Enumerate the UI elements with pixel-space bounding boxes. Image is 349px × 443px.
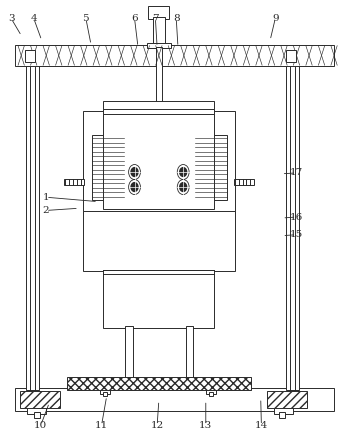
Bar (147, 43, 171, 48)
Bar (156, 47, 162, 102)
Bar (125, 326, 133, 377)
Bar (209, 392, 214, 396)
Text: 9: 9 (272, 14, 279, 23)
Circle shape (180, 183, 187, 191)
Text: 13: 13 (199, 421, 213, 430)
Circle shape (129, 164, 140, 179)
Circle shape (177, 179, 189, 194)
Text: 2: 2 (43, 206, 49, 215)
Circle shape (129, 179, 140, 194)
Bar (279, 412, 285, 418)
Bar (15, 45, 334, 66)
Bar (83, 211, 235, 271)
Text: 16: 16 (290, 213, 303, 222)
Text: 12: 12 (150, 421, 164, 430)
Bar (83, 111, 235, 213)
Bar (267, 391, 306, 408)
Text: 5: 5 (83, 14, 89, 23)
Bar (195, 135, 227, 200)
Bar (274, 407, 293, 415)
Bar (92, 135, 124, 200)
Bar (64, 179, 84, 185)
Bar (286, 50, 299, 390)
Bar (206, 389, 216, 394)
Text: 3: 3 (8, 14, 14, 23)
Bar (233, 179, 254, 185)
Text: 11: 11 (95, 421, 108, 430)
Text: 10: 10 (34, 421, 47, 430)
Bar (103, 101, 215, 112)
Bar (100, 389, 110, 394)
Text: 17: 17 (290, 168, 303, 178)
Circle shape (180, 167, 187, 176)
Text: 1: 1 (43, 193, 49, 202)
Circle shape (177, 164, 189, 179)
Bar (103, 270, 215, 328)
Text: 15: 15 (290, 230, 303, 239)
Bar (103, 109, 215, 116)
Bar (67, 377, 251, 390)
Bar (26, 50, 39, 390)
Text: 7: 7 (152, 14, 159, 23)
Bar (27, 407, 46, 415)
Bar (103, 392, 107, 396)
Text: 4: 4 (30, 14, 37, 23)
Bar (286, 50, 296, 62)
Circle shape (131, 183, 138, 191)
Bar (25, 50, 36, 62)
Bar (186, 326, 193, 377)
Bar (20, 391, 60, 408)
Text: 6: 6 (131, 14, 138, 23)
Bar (15, 389, 334, 412)
Bar (34, 412, 40, 418)
Bar (148, 6, 169, 19)
Bar (153, 17, 165, 46)
Text: 14: 14 (255, 421, 268, 430)
Circle shape (131, 167, 138, 176)
Text: 8: 8 (173, 14, 179, 23)
Bar (103, 114, 215, 209)
